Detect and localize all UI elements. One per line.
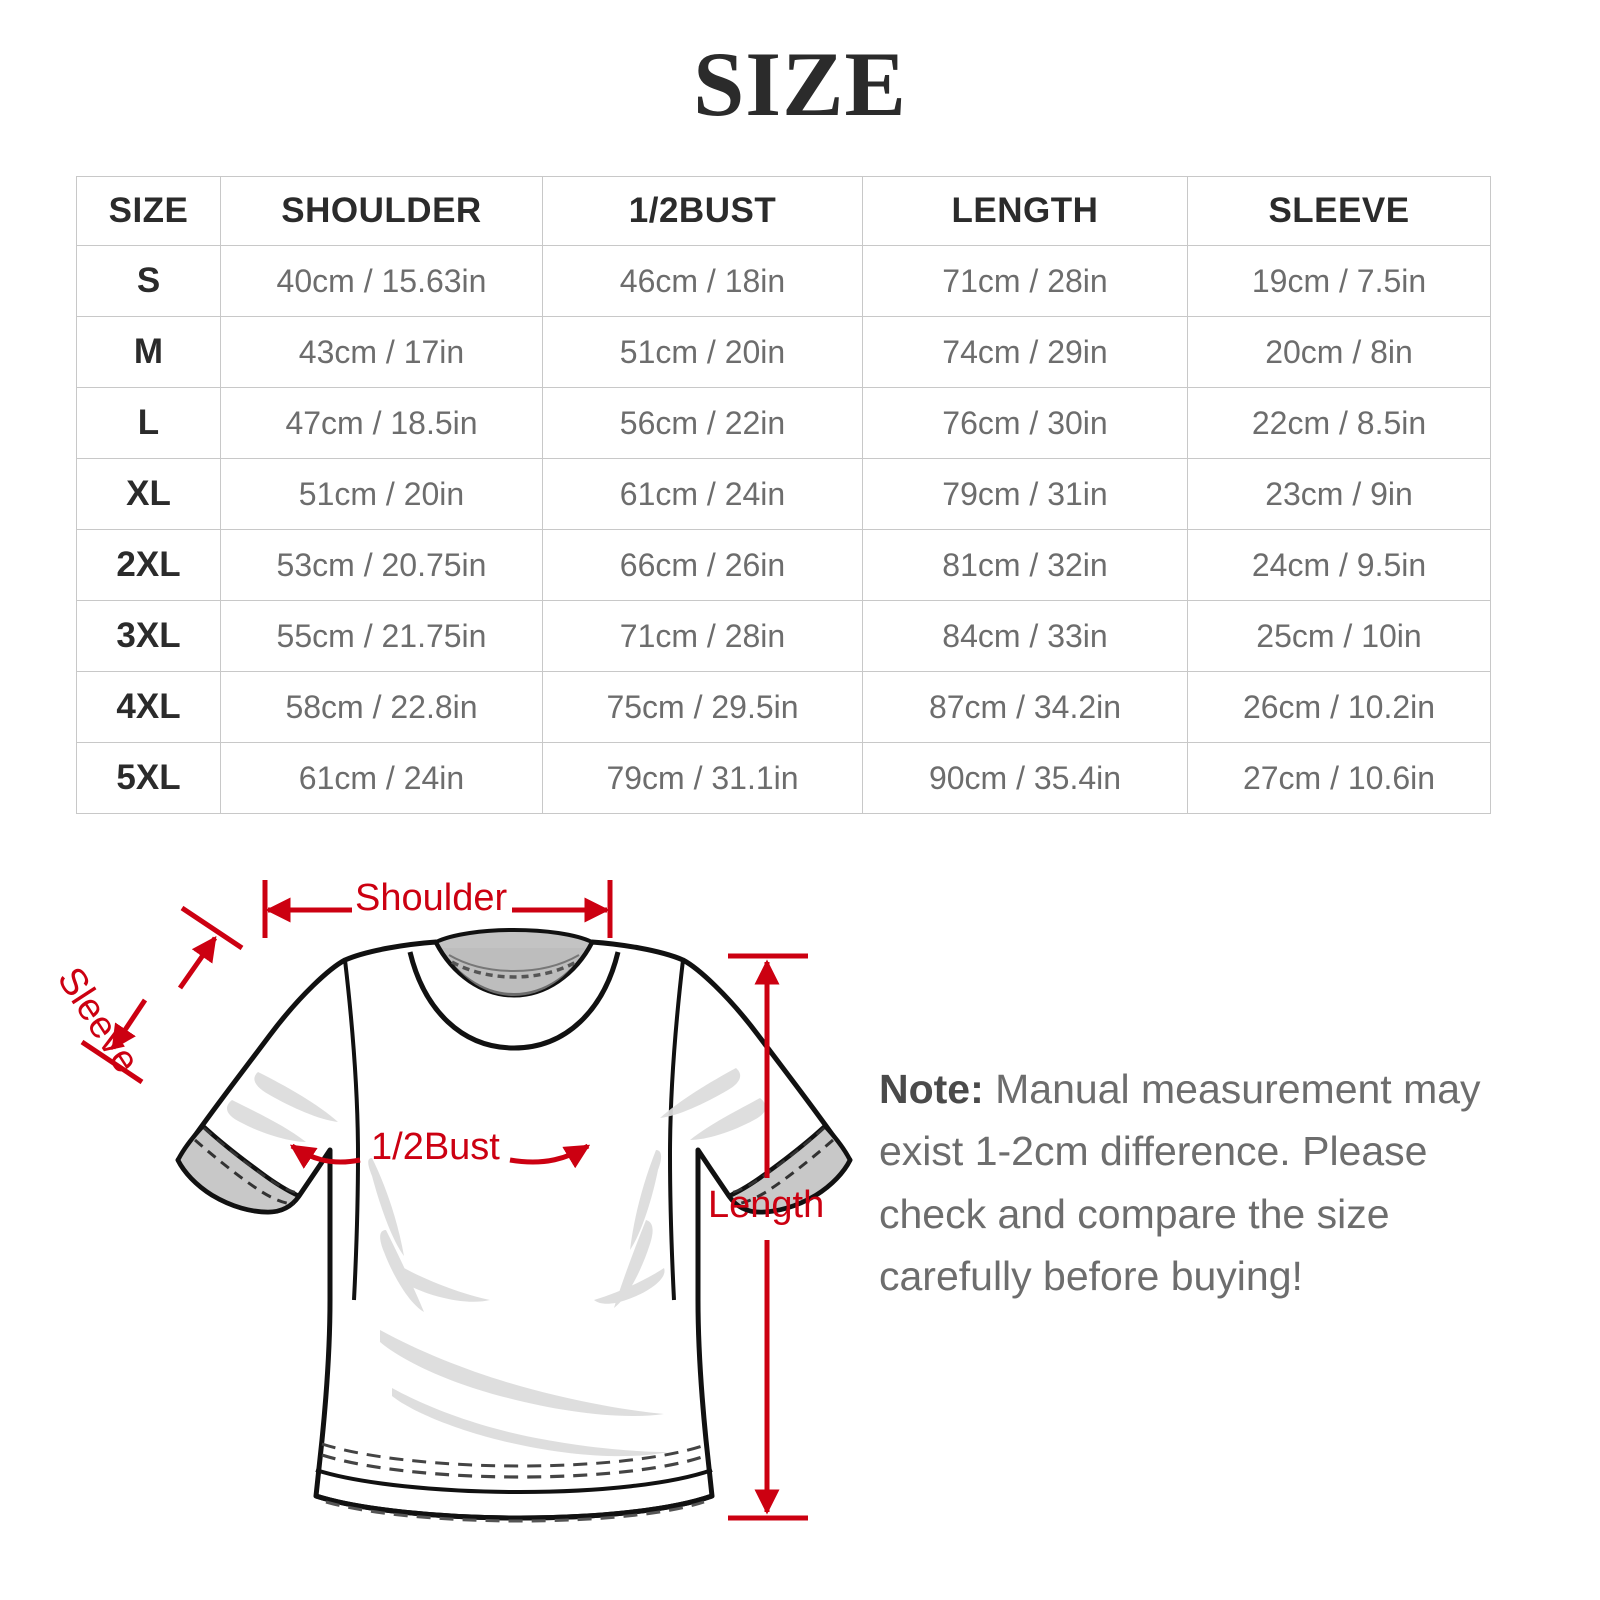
cell-shoulder: 43cm / 17in (220, 316, 543, 388)
cell-bust: 46cm / 18in (542, 245, 863, 317)
cell-shoulder: 40cm / 15.63in (220, 245, 543, 317)
cell-sleeve: 20cm / 8in (1187, 316, 1491, 388)
table-row: 3XL 55cm / 21.75in 71cm / 28in 84cm / 33… (76, 600, 1491, 672)
cell-sleeve: 23cm / 9in (1187, 458, 1491, 530)
cell-size: 3XL (76, 600, 221, 672)
cell-bust: 71cm / 28in (542, 600, 863, 672)
cell-size: L (76, 387, 221, 459)
table-row: L 47cm / 18.5in 56cm / 22in 76cm / 30in … (76, 387, 1491, 459)
column-header-length: LENGTH (862, 176, 1188, 246)
table-row: S 40cm / 15.63in 46cm / 18in 71cm / 28in… (76, 245, 1491, 317)
cell-bust: 61cm / 24in (542, 458, 863, 530)
cell-shoulder: 58cm / 22.8in (220, 671, 543, 743)
cell-sleeve: 24cm / 9.5in (1187, 529, 1491, 601)
page-title: SIZE (693, 33, 907, 135)
half-bust-measurement-arrow (289, 1143, 591, 1169)
cell-size: M (76, 316, 221, 388)
cell-length: 74cm / 29in (862, 316, 1188, 388)
cell-shoulder: 47cm / 18.5in (220, 387, 543, 459)
note-body: Manual measurement may exist 1-2cm diffe… (879, 1066, 1481, 1299)
cell-length: 90cm / 35.4in (862, 742, 1188, 814)
shoulder-measurement-arrow (262, 880, 613, 938)
cell-sleeve: 22cm / 8.5in (1187, 387, 1491, 459)
cell-length: 76cm / 30in (862, 387, 1188, 459)
table-row: XL 51cm / 20in 61cm / 24in 79cm / 31in 2… (76, 458, 1491, 530)
cell-sleeve: 25cm / 10in (1187, 600, 1491, 672)
column-header-size: SIZE (76, 176, 221, 246)
cell-length: 79cm / 31in (862, 458, 1188, 530)
cell-shoulder: 61cm / 24in (220, 742, 543, 814)
cell-sleeve: 26cm / 10.2in (1187, 671, 1491, 743)
cell-size: S (76, 245, 221, 317)
cell-shoulder: 55cm / 21.75in (220, 600, 543, 672)
sleeve-measurement-arrow (80, 905, 244, 1085)
cell-bust: 56cm / 22in (542, 387, 863, 459)
table-header-row: SIZE SHOULDER 1/2BUST LENGTH SLEEVE (76, 176, 1491, 246)
cell-size: 5XL (76, 742, 221, 814)
tshirt-illustration (175, 927, 853, 1523)
cell-bust: 79cm / 31.1in (542, 742, 863, 814)
half-bust-label: 1/2Bust (371, 1126, 500, 1168)
cell-bust: 66cm / 26in (542, 529, 863, 601)
cell-bust: 51cm / 20in (542, 316, 863, 388)
cell-size: 4XL (76, 671, 221, 743)
cell-sleeve: 19cm / 7.5in (1187, 245, 1491, 317)
cell-bust: 75cm / 29.5in (542, 671, 863, 743)
size-chart-table: SIZE SHOULDER 1/2BUST LENGTH SLEEVE S 40… (76, 176, 1491, 814)
column-header-sleeve: SLEEVE (1187, 176, 1491, 246)
length-label: Length (708, 1184, 825, 1226)
length-measurement-arrow (728, 953, 808, 1521)
table-row: M 43cm / 17in 51cm / 20in 74cm / 29in 20… (76, 316, 1491, 388)
cell-length: 84cm / 33in (862, 600, 1188, 672)
cell-sleeve: 27cm / 10.6in (1187, 742, 1491, 814)
table-row: 5XL 61cm / 24in 79cm / 31.1in 90cm / 35.… (76, 742, 1491, 814)
column-header-bust: 1/2BUST (542, 176, 863, 246)
cell-size: 2XL (76, 529, 221, 601)
note-prefix: Note: (879, 1066, 984, 1112)
cell-length: 81cm / 32in (862, 529, 1188, 601)
note-text: Note: Manual measurement may exist 1-2cm… (879, 1058, 1499, 1307)
shoulder-label: Shoulder (355, 877, 508, 919)
table-row: 2XL 53cm / 20.75in 66cm / 26in 81cm / 32… (76, 529, 1491, 601)
cell-shoulder: 51cm / 20in (220, 458, 543, 530)
cell-shoulder: 53cm / 20.75in (220, 529, 543, 601)
